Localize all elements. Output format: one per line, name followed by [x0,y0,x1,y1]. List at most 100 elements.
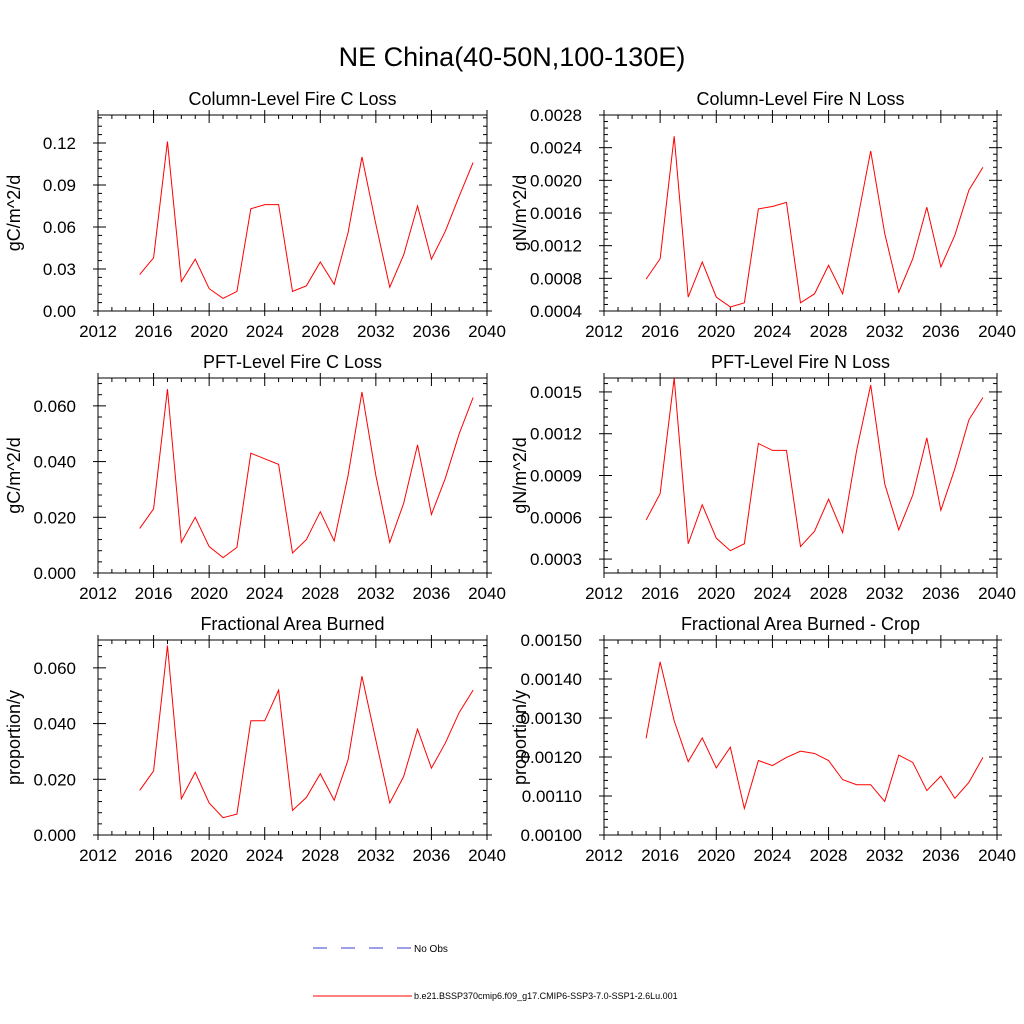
x-tick-label: 2040 [468,584,506,603]
x-tick-label: 2024 [754,322,792,341]
y-tick-label: 0.040 [33,715,76,734]
x-tick-label: 2040 [978,846,1016,865]
panel-title: PFT-Level Fire C Loss [203,352,382,372]
panel-title: Column-Level Fire C Loss [188,89,396,109]
series-line [139,389,474,559]
x-tick-label: 2036 [922,584,960,603]
x-tick-label: 2012 [585,584,623,603]
x-tick-label: 2016 [641,584,679,603]
x-tick-label: 2024 [246,846,284,865]
y-axis-label: gC/m^2/d [4,437,24,513]
y-tick-label: 0.000 [33,826,76,845]
chart-panel-3: PFT-Level Fire C Loss gC/m^2/d 2012 2016 202… [4,352,506,603]
x-tick-label: 2040 [468,846,506,865]
y-tick-label: 0.020 [33,770,76,789]
legend-obs-label: No Obs [414,944,448,955]
x-tick-label: 2036 [413,846,451,865]
y-axis-label: gN/m^2/d [510,175,530,251]
panel-title: Fractional Area Burned - Crop [681,614,920,634]
x-tick-label: 2032 [866,322,904,341]
legend: No Obs b.e21.BSSP370cmip6.f09_g17.CMIP6-… [313,944,678,1001]
x-tick-label: 2020 [190,846,228,865]
x-tick-label: 2024 [754,846,792,865]
x-tick-label: 2012 [79,322,117,341]
x-tick-label: 2020 [697,846,735,865]
chart-panel-2: Column-Level Fire N Loss gN/m^2/d 2012 2016… [510,89,1016,341]
x-tick-label: 2028 [301,584,339,603]
x-tick-label: 2036 [922,322,960,341]
x-tick-label: 2040 [978,322,1016,341]
y-tick-label: 0.0008 [530,269,582,288]
y-tick-label: 0.0016 [530,204,582,223]
y-tick-label: 0.03 [43,260,76,279]
x-tick-label: 2036 [413,322,451,341]
y-tick-label: 0.00150 [521,631,582,650]
panel-title: PFT-Level Fire N Loss [711,352,890,372]
y-tick-label: 0.00110 [522,787,582,806]
y-tick-label: 0.0009 [530,467,582,486]
x-tick-label: 2028 [810,846,848,865]
figure-title: NE China(40-50N,100-130E) [339,42,686,72]
x-tick-label: 2012 [585,846,623,865]
y-tick-label: 0.0012 [530,425,582,444]
x-tick-label: 2028 [810,584,848,603]
x-tick-label: 2020 [697,584,735,603]
y-tick-label: 0.000 [33,564,76,583]
x-tick-label: 2016 [135,322,173,341]
x-tick-label: 2036 [413,584,451,603]
x-tick-label: 2012 [585,322,623,341]
series-line [645,377,984,552]
legend-model-label: b.e21.BSSP370cmip6.f09_g17.CMIP6-SSP3-7.… [414,991,678,1001]
x-tick-label: 2040 [978,584,1016,603]
y-tick-label: 0.0015 [530,383,582,402]
y-tick-label: 0.060 [33,659,76,678]
x-tick-label: 2024 [246,322,284,341]
y-tick-label: 0.00120 [521,748,582,767]
x-tick-label: 2020 [190,322,228,341]
x-tick-label: 2024 [754,584,792,603]
x-tick-label: 2032 [357,584,395,603]
y-tick-label: 0.12 [43,134,76,153]
y-axis-label: gC/m^2/d [4,175,24,251]
y-tick-label: 0.0006 [530,508,582,527]
y-axis-label: proportion/y [510,690,530,785]
y-tick-label: 0.00100 [521,826,582,845]
plot-frame [97,377,488,574]
x-tick-label: 2012 [79,846,117,865]
y-tick-label: 0.00130 [521,709,582,728]
x-tick-label: 2028 [301,322,339,341]
y-tick-label: 0.0024 [530,139,582,158]
y-tick-label: 0.09 [43,176,76,195]
x-tick-label: 2032 [866,846,904,865]
x-tick-label: 2016 [135,584,173,603]
x-tick-label: 2032 [357,846,395,865]
y-tick-label: 0.0003 [530,550,582,569]
x-tick-label: 2016 [641,322,679,341]
y-tick-label: 0.0028 [530,106,582,125]
x-tick-label: 2028 [301,846,339,865]
x-tick-label: 2032 [866,584,904,603]
x-tick-label: 2036 [922,846,960,865]
y-tick-label: 0.020 [33,508,76,527]
series-line [139,645,474,819]
series-line [645,136,984,308]
y-tick-label: 0.06 [43,218,76,237]
plot-frame [97,114,488,312]
y-tick-label: 0.00140 [521,670,582,689]
x-tick-label: 2020 [697,322,735,341]
x-tick-label: 2032 [357,322,395,341]
panel-title: Column-Level Fire N Loss [696,89,904,109]
x-tick-label: 2016 [135,846,173,865]
chart-panel-5: Fractional Area Burned proportion/y 2012 20… [4,614,506,865]
y-tick-label: 0.0012 [530,237,582,256]
x-tick-label: 2012 [79,584,117,603]
series-line [139,141,474,299]
series-line [645,661,984,811]
y-tick-label: 0.00 [43,302,76,321]
y-tick-label: 0.040 [33,453,76,472]
plot-frame [97,639,488,836]
chart-panels: Column-Level Fire C Loss gC/m^2/d 2012 2016… [4,89,1016,865]
plot-frame [603,114,998,312]
y-tick-label: 0.060 [33,397,76,416]
chart-panel-6: Fractional Area Burned - Crop proportion/… [510,614,1016,865]
